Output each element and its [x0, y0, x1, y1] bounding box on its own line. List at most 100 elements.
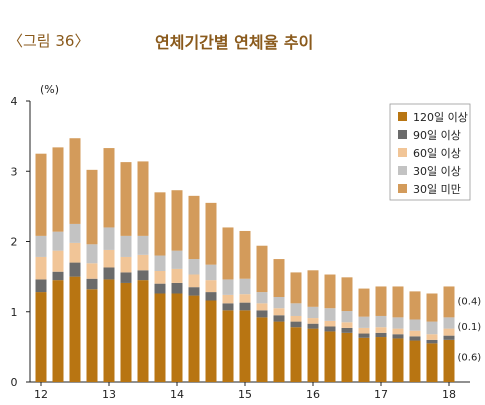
bar-segment-2: [137, 270, 149, 281]
bar-segment-5: [443, 286, 455, 318]
bar-segment-5: [341, 277, 353, 312]
bar-segment-2: [35, 279, 47, 293]
bar-segment-5: [103, 148, 115, 228]
bar-segment-2: [256, 310, 268, 318]
legend-label: 30일 미만: [413, 182, 461, 196]
x-tick-label: 18: [442, 388, 456, 401]
bar-segment-1: [137, 280, 149, 382]
bar-segment-3: [273, 308, 285, 316]
bar-segment-1: [171, 293, 183, 382]
bar-segment-3: [171, 268, 183, 283]
bar-segment-3: [69, 242, 81, 263]
bar-segment-4: [86, 244, 98, 264]
bar-segment-5: [324, 274, 336, 309]
bar-segment-5: [426, 293, 438, 322]
bar-segment-5: [188, 195, 200, 260]
bar-segment-1: [103, 279, 115, 382]
bar-segment-5: [222, 227, 234, 280]
bar-segment-1: [120, 282, 132, 382]
bar-segment-5: [171, 190, 183, 251]
legend-swatch: [398, 130, 407, 139]
bar-segment-2: [324, 326, 336, 332]
bar-segment-3: [307, 318, 319, 324]
bar-segment-2: [290, 321, 302, 328]
bar-segment-4: [205, 264, 217, 281]
bar-segment-5: [205, 202, 217, 265]
bar-segment-4: [273, 297, 285, 309]
bar-segment-4: [256, 292, 268, 304]
bar-segment-3: [205, 280, 217, 293]
bar-segment-4: [324, 308, 336, 321]
bar-segment-2: [103, 267, 115, 280]
x-tick-label: 17: [374, 388, 388, 401]
x-tick-label: 14: [170, 388, 184, 401]
bar-segment-4: [69, 223, 81, 243]
annotation-label: (0.1): [458, 322, 482, 333]
bar-segment-3: [358, 327, 370, 334]
bar-segment-3: [409, 330, 421, 337]
bar-segment-1: [375, 337, 387, 382]
bar-segment-1: [324, 331, 336, 382]
bar-segment-1: [86, 289, 98, 382]
annotation-label: (0.4): [458, 297, 482, 308]
bar-segment-2: [171, 282, 183, 294]
bar-segment-4: [137, 235, 149, 255]
bar-segment-3: [426, 334, 438, 340]
bar-segment-4: [103, 227, 115, 250]
bar-segment-1: [69, 276, 81, 383]
bar-segment-4: [239, 278, 251, 295]
bar-segment-2: [375, 332, 387, 338]
bar-segment-2: [273, 315, 285, 322]
bar-segment-4: [290, 303, 302, 316]
bar-segment-5: [154, 192, 166, 256]
y-tick-label: 0: [11, 376, 18, 389]
bar-segment-5: [239, 230, 251, 279]
x-tick-label: 15: [238, 388, 252, 401]
bar-segment-3: [443, 328, 455, 336]
bar-segment-2: [443, 335, 455, 340]
bar-segment-4: [307, 306, 319, 319]
bar-segment-3: [52, 250, 64, 272]
x-tick-label: 16: [306, 388, 320, 401]
x-tick-label: 12: [34, 388, 48, 401]
bar-segment-5: [290, 272, 302, 304]
bar-segment-1: [239, 310, 251, 382]
bar-segment-1: [273, 321, 285, 382]
bar-segment-3: [392, 328, 404, 335]
y-tick-label: 1: [11, 306, 18, 319]
bar-segment-1: [426, 343, 438, 382]
bar-segment-2: [358, 333, 370, 338]
legend-swatch: [398, 166, 407, 175]
bar-segment-5: [120, 162, 132, 236]
annotations: (0.4) (0.1) (0.6): [458, 297, 482, 364]
bar-segment-4: [375, 315, 387, 328]
bar-segment-5: [86, 169, 98, 245]
bar-segment-1: [52, 280, 64, 382]
bar-segment-2: [239, 302, 251, 311]
bar-segment-3: [222, 294, 234, 304]
bar-segment-1: [358, 337, 370, 382]
bar-segment-2: [69, 262, 81, 277]
bar-segment-1: [392, 338, 404, 382]
bar-segment-2: [52, 271, 64, 281]
bar-segment-5: [307, 270, 319, 307]
bar-segment-1: [154, 293, 166, 382]
bar-segment-4: [120, 235, 132, 257]
legend-label: 120일 이상: [413, 110, 468, 124]
bar-segment-3: [103, 249, 115, 268]
y-tick-label: 2: [11, 236, 18, 249]
bar-segment-1: [409, 340, 421, 382]
bar-segment-4: [171, 250, 183, 269]
bar-segment-4: [392, 317, 404, 329]
bar-segment-1: [443, 339, 455, 382]
bar-segment-3: [137, 254, 149, 271]
bars: [35, 138, 455, 383]
bar-segment-5: [256, 245, 268, 293]
bar-segment-4: [222, 279, 234, 295]
bar-segment-1: [188, 295, 200, 382]
bar-segment-5: [69, 138, 81, 224]
bar-segment-5: [52, 147, 64, 232]
bar-segment-2: [307, 323, 319, 329]
bar-segment-4: [341, 311, 353, 323]
